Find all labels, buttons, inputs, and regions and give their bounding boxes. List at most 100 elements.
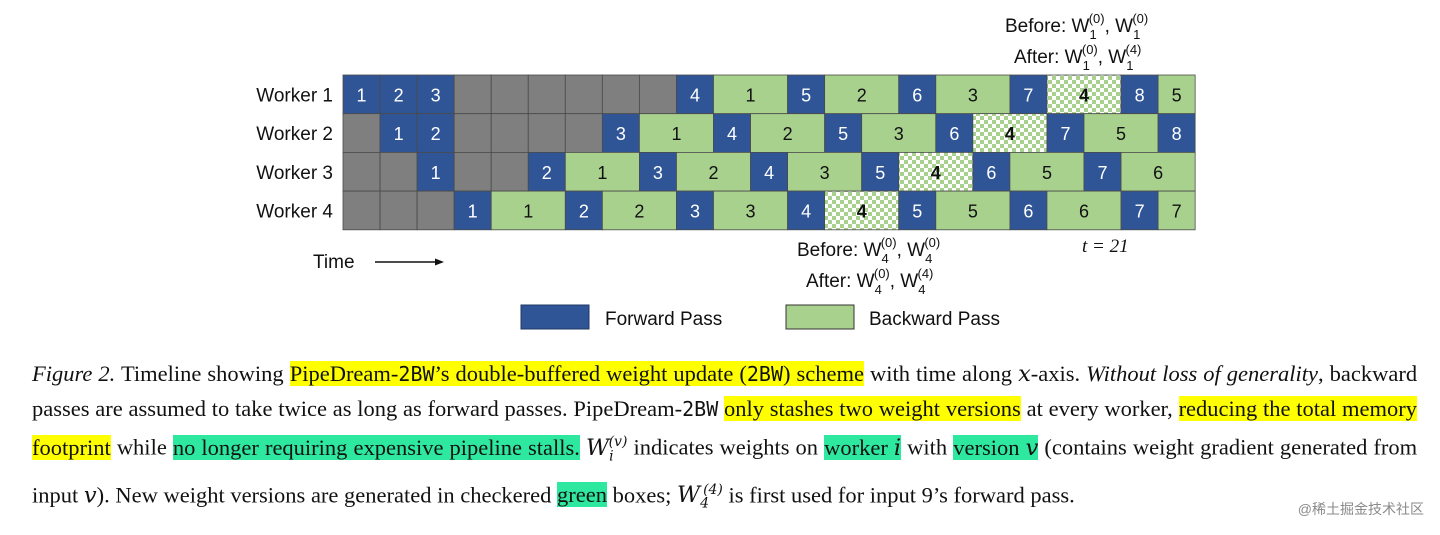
worker-label: Worker 4 [256, 201, 333, 222]
checkered-update-block: 4 [973, 114, 1047, 153]
time-axis-label: Time [313, 252, 355, 273]
backward-pass-block: 3 [936, 75, 1010, 114]
bottom-weight-annotation: Before: W4(0), W4(0) After: W4(0), W4(4) [797, 235, 940, 297]
svg-text:7: 7 [1023, 85, 1033, 105]
highlight-worker-i: worker i [824, 435, 901, 460]
svg-text:3: 3 [968, 85, 978, 105]
legend-forward-swatch [521, 305, 589, 329]
svg-text:7: 7 [1060, 124, 1070, 144]
forward-pass-block: 7 [1084, 152, 1121, 191]
idle-block [454, 75, 491, 114]
svg-text:5: 5 [1042, 163, 1052, 183]
forward-pass-block: 8 [1121, 75, 1158, 114]
svg-text:1: 1 [671, 124, 681, 144]
forward-pass-block: 1 [454, 191, 491, 230]
svg-text:1: 1 [394, 124, 404, 144]
worker-labels: Worker 1 Worker 2 Worker 3 Worker 4 [256, 85, 333, 222]
idle-block [417, 191, 454, 230]
idle-block [343, 152, 380, 191]
idle-block [380, 191, 417, 230]
forward-pass-block: 6 [1010, 191, 1047, 230]
backward-pass-block: 2 [751, 114, 825, 153]
forward-pass-block: 5 [825, 114, 862, 153]
top-weight-annotation: Before: W1(0), W1(0) After: W1(0), W1(4) [1005, 11, 1148, 73]
svg-text:5: 5 [968, 201, 978, 221]
svg-text:1: 1 [468, 201, 478, 221]
idle-block [528, 114, 565, 153]
backward-pass-block: 1 [714, 75, 788, 114]
svg-text:4: 4 [931, 163, 941, 183]
figure-caption: Figure 2. Timeline showing PipeDream-2BW… [32, 357, 1417, 521]
forward-pass-block: 3 [602, 114, 639, 153]
backward-pass-block: 3 [714, 191, 788, 230]
svg-text:5: 5 [1172, 85, 1182, 105]
forward-pass-block: 3 [639, 152, 676, 191]
forward-pass-block: 6 [973, 152, 1010, 191]
time-step-label: t = 21 [1082, 236, 1129, 257]
backward-pass-block: 6 [1121, 152, 1195, 191]
figure-label: Figure 2. [32, 361, 115, 386]
highlight-version-v: version v [953, 435, 1038, 460]
svg-text:1: 1 [597, 163, 607, 183]
top-before-label: Before: W1(0), W1(0) [1005, 11, 1148, 42]
backward-pass-block: 1 [639, 114, 713, 153]
forward-pass-block: 2 [417, 114, 454, 153]
bottom-before-label: Before: W4(0), W4(0) [797, 235, 940, 266]
svg-text:8: 8 [1135, 85, 1145, 105]
svg-text:1: 1 [523, 201, 533, 221]
svg-text:6: 6 [1153, 163, 1163, 183]
svg-text:2: 2 [431, 124, 441, 144]
forward-pass-block: 2 [565, 191, 602, 230]
worker-label: Worker 2 [256, 124, 333, 145]
svg-text:4: 4 [727, 124, 737, 144]
forward-pass-block: 1 [380, 114, 417, 153]
svg-text:2: 2 [708, 163, 718, 183]
worker-label: Worker 1 [256, 85, 333, 106]
forward-pass-block: 4 [751, 152, 788, 191]
backward-pass-block: 3 [862, 114, 936, 153]
forward-pass-block: 4 [714, 114, 751, 153]
forward-pass-block: 2 [380, 75, 417, 114]
legend-backward-label: Backward Pass [869, 309, 1000, 330]
svg-text:3: 3 [894, 124, 904, 144]
svg-text:2: 2 [394, 85, 404, 105]
svg-text:4: 4 [764, 163, 774, 183]
backward-pass-block: 3 [788, 152, 862, 191]
svg-text:3: 3 [746, 201, 756, 221]
idle-block [528, 75, 565, 114]
forward-pass-block: 2 [528, 152, 565, 191]
svg-text:7: 7 [1098, 163, 1108, 183]
idle-block [380, 152, 417, 191]
svg-text:5: 5 [838, 124, 848, 144]
backward-pass-block: 2 [676, 152, 750, 191]
idle-block [491, 114, 528, 153]
svg-text:7: 7 [1135, 201, 1145, 221]
forward-pass-block: 7 [1047, 114, 1084, 153]
svg-text:7: 7 [1172, 201, 1182, 221]
forward-pass-block: 6 [899, 75, 936, 114]
watermark: @稀土掘金技术社区 [1298, 499, 1424, 519]
forward-pass-block: 5 [899, 191, 936, 230]
backward-pass-block: 7 [1158, 191, 1195, 230]
forward-pass-block: 7 [1121, 191, 1158, 230]
forward-pass-block: 3 [676, 191, 713, 230]
forward-pass-block: 5 [862, 152, 899, 191]
svg-text:3: 3 [653, 163, 663, 183]
backward-pass-block: 5 [936, 191, 1010, 230]
backward-pass-block: 5 [1084, 114, 1158, 153]
svg-text:4: 4 [801, 201, 811, 221]
svg-text:5: 5 [1116, 124, 1126, 144]
idle-block [602, 75, 639, 114]
backward-pass-block: 2 [825, 75, 899, 114]
svg-text:6: 6 [949, 124, 959, 144]
highlight-no-stalls: no longer requiring expensive pipeline s… [173, 435, 580, 460]
legend-backward-swatch [786, 305, 854, 329]
svg-text:3: 3 [616, 124, 626, 144]
idle-block [565, 75, 602, 114]
forward-pass-block: 5 [788, 75, 825, 114]
forward-pass-block: 7 [1010, 75, 1047, 114]
svg-text:5: 5 [912, 201, 922, 221]
svg-text:4: 4 [857, 201, 867, 221]
svg-text:2: 2 [634, 201, 644, 221]
forward-pass-block: 1 [343, 75, 380, 114]
